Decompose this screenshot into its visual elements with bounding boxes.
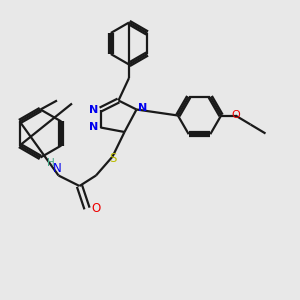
Text: N: N <box>139 103 148 113</box>
Text: N: N <box>89 105 98 115</box>
Text: S: S <box>109 152 116 165</box>
Text: H: H <box>47 158 55 169</box>
Text: O: O <box>231 110 240 120</box>
Text: N: N <box>89 122 98 132</box>
Text: O: O <box>92 202 100 215</box>
Text: N: N <box>53 161 62 175</box>
